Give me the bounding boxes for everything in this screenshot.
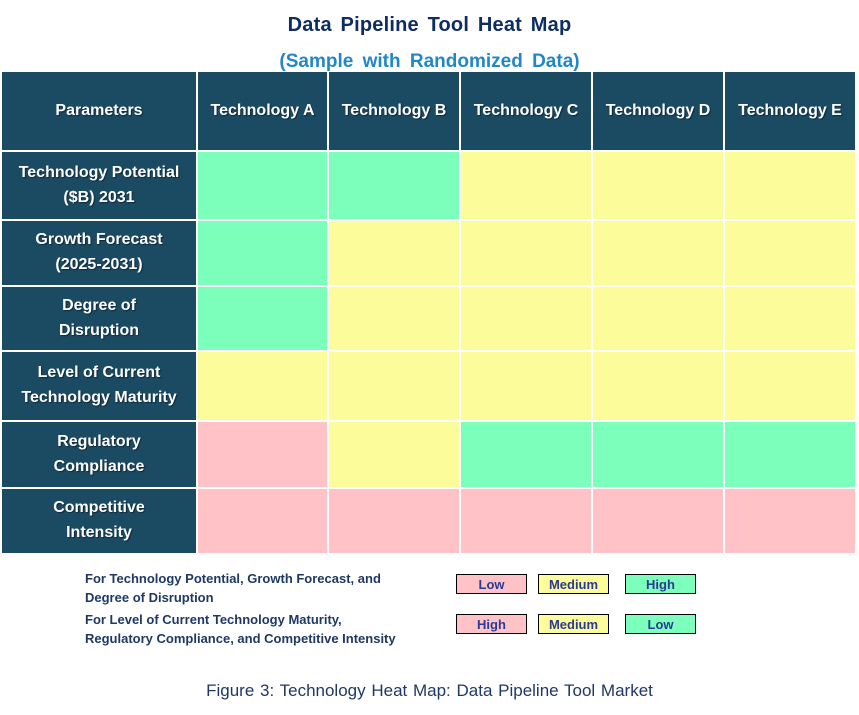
legend-swatch-row1-medium: Medium — [538, 574, 609, 594]
row-label-3: Level of Current Technology Maturity — [2, 352, 196, 420]
row-label-1: Growth Forecast (2025-2031) — [2, 221, 196, 285]
header-cell-technology-a: Technology A — [198, 72, 327, 150]
header-cell-technology-b: Technology B — [329, 72, 459, 150]
heatmap-cell-r2-c2 — [461, 287, 591, 350]
heatmap-cell-r0-c0 — [198, 152, 327, 219]
row-label-0: Technology Potential ($B) 2031 — [2, 152, 196, 219]
legend-swatch-row2-medium: Medium — [538, 614, 609, 634]
heatmap-cell-r1-c1 — [329, 221, 459, 285]
heatmap-cell-r1-c4 — [725, 221, 855, 285]
heatmap-cell-r1-c3 — [593, 221, 723, 285]
header-cell-technology-c: Technology C — [461, 72, 591, 150]
heatmap-cell-r0-c4 — [725, 152, 855, 219]
heatmap-cell-r3-c3 — [593, 352, 723, 420]
heatmap-cell-r5-c1 — [329, 489, 459, 553]
legend-swatch-row2-high: High — [456, 614, 527, 634]
header-cell-technology-e: Technology E — [725, 72, 855, 150]
legend-swatch-row1-low: Low — [456, 574, 527, 594]
row-label-4: Regulatory Compliance — [2, 422, 196, 487]
row-label-5: Competitive Intensity — [2, 489, 196, 553]
heatmap-cell-r3-c4 — [725, 352, 855, 420]
heatmap-cell-r3-c0 — [198, 352, 327, 420]
heatmap-cell-r2-c0 — [198, 287, 327, 350]
heatmap-cell-r1-c2 — [461, 221, 591, 285]
heatmap-cell-r4-c3 — [593, 422, 723, 487]
legend-note-scale1: For Technology Potential, Growth Forecas… — [85, 571, 381, 605]
heatmap-cell-r2-c4 — [725, 287, 855, 350]
legend-swatch-row2-low: Low — [625, 614, 696, 634]
heatmap-cell-r5-c2 — [461, 489, 591, 553]
heatmap-cell-r4-c1 — [329, 422, 459, 487]
heatmap-cell-r5-c4 — [725, 489, 855, 553]
figure-caption: Figure 3: Technology Heat Map: Data Pipe… — [206, 681, 653, 700]
heatmap-cell-r3-c2 — [461, 352, 591, 420]
heatmap-cell-r0-c1 — [329, 152, 459, 219]
header-cell-parameters: Parameters — [2, 72, 196, 150]
legend-swatch-row1-high: High — [625, 574, 696, 594]
page-subtitle: (Sample with Randomized Data) — [279, 51, 580, 72]
heatmap-cell-r4-c0 — [198, 422, 327, 487]
heatmap-cell-r0-c2 — [461, 152, 591, 219]
heatmap-cell-r0-c3 — [593, 152, 723, 219]
heatmap-table: Parameters Technology A Technology B Techno… — [2, 72, 855, 553]
heatmap-cell-r2-c3 — [593, 287, 723, 350]
heatmap-cell-r3-c1 — [329, 352, 459, 420]
header-cell-technology-d: Technology D — [593, 72, 723, 150]
heatmap-cell-r4-c4 — [725, 422, 855, 487]
row-label-2: Degree of Disruption — [2, 287, 196, 350]
page-title: Data Pipeline Tool Heat Map — [287, 14, 572, 36]
heatmap-cell-r5-c3 — [593, 489, 723, 553]
heatmap-cell-r2-c1 — [329, 287, 459, 350]
heatmap-cell-r5-c0 — [198, 489, 327, 553]
heatmap-cell-r4-c2 — [461, 422, 591, 487]
legend-note-scale2: For Level of Current Technology Maturity… — [85, 612, 396, 646]
heatmap-cell-r1-c0 — [198, 221, 327, 285]
